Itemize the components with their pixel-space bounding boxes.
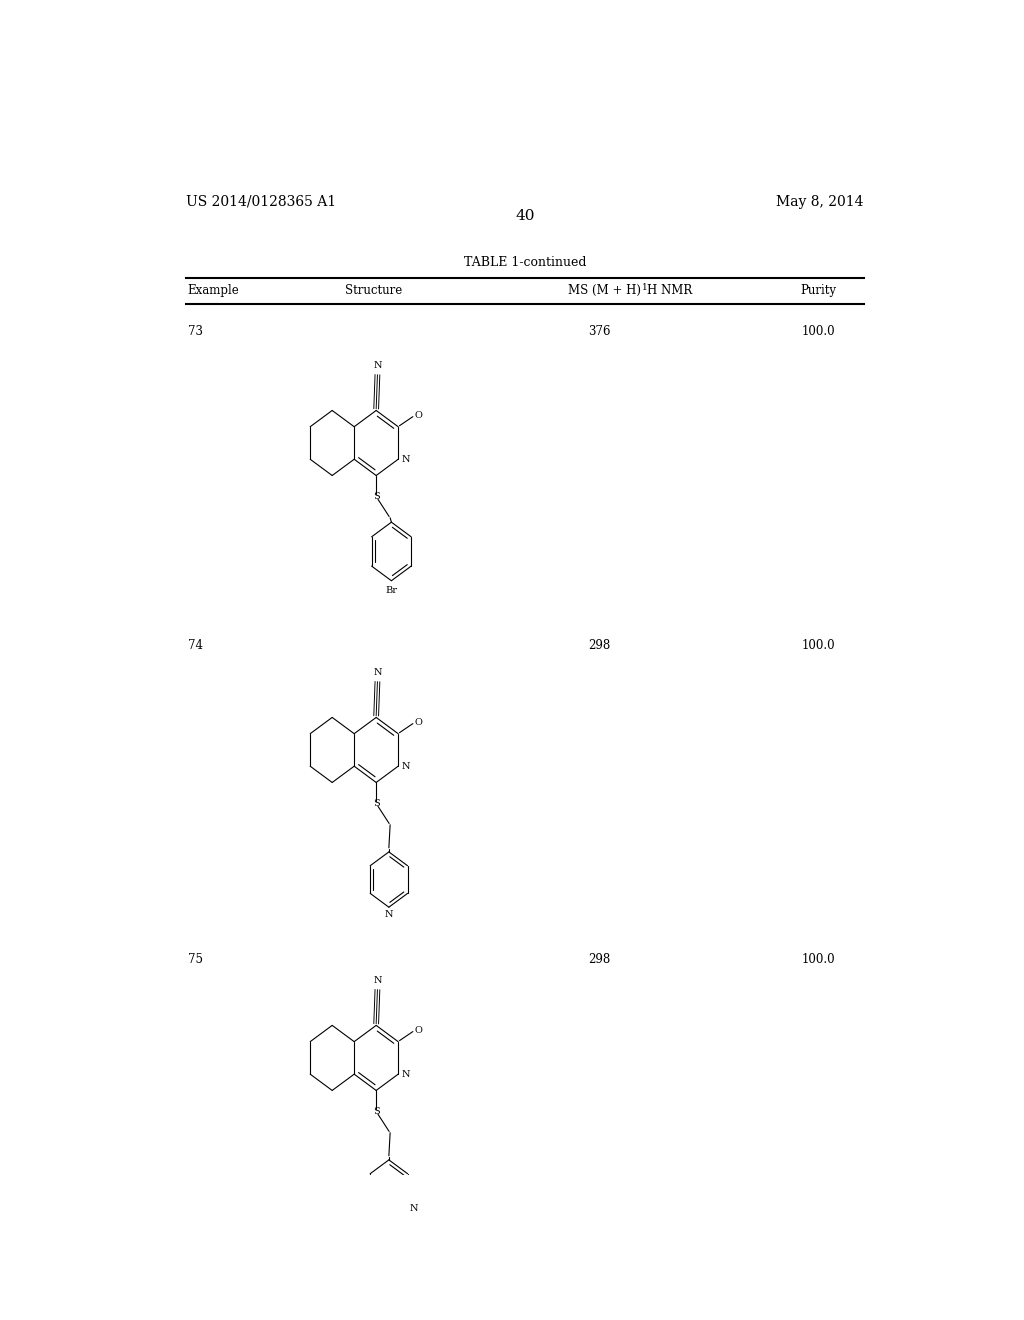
Text: 376: 376 — [588, 325, 610, 338]
Text: N: N — [401, 762, 410, 771]
Text: TABLE 1-continued: TABLE 1-continued — [464, 256, 586, 269]
Text: 74: 74 — [187, 639, 203, 652]
Text: S: S — [373, 492, 380, 502]
Text: N: N — [373, 360, 382, 370]
Text: H NMR: H NMR — [647, 284, 692, 297]
Text: N: N — [410, 1204, 418, 1213]
Text: MS (M + H): MS (M + H) — [568, 284, 645, 297]
Text: N: N — [385, 909, 393, 919]
Text: 40: 40 — [515, 210, 535, 223]
Text: S: S — [373, 799, 380, 808]
Text: 100.0: 100.0 — [802, 953, 836, 966]
Text: S: S — [373, 1107, 380, 1117]
Text: Example: Example — [187, 284, 240, 297]
Text: 100.0: 100.0 — [802, 325, 836, 338]
Text: O: O — [415, 1026, 423, 1035]
Text: May 8, 2014: May 8, 2014 — [776, 195, 863, 209]
Text: 75: 75 — [187, 953, 203, 966]
Text: 1: 1 — [642, 282, 648, 292]
Text: 100.0: 100.0 — [802, 639, 836, 652]
Text: N: N — [401, 1069, 410, 1078]
Text: O: O — [415, 718, 423, 727]
Text: Structure: Structure — [345, 284, 402, 297]
Text: Br: Br — [385, 586, 397, 594]
Text: US 2014/0128365 A1: US 2014/0128365 A1 — [186, 195, 336, 209]
Text: 73: 73 — [187, 325, 203, 338]
Text: Purity: Purity — [801, 284, 837, 297]
Text: N: N — [401, 455, 410, 463]
Text: 298: 298 — [588, 639, 610, 652]
Text: N: N — [373, 975, 382, 985]
Text: 298: 298 — [588, 953, 610, 966]
Text: O: O — [415, 411, 423, 420]
Text: N: N — [373, 668, 382, 677]
